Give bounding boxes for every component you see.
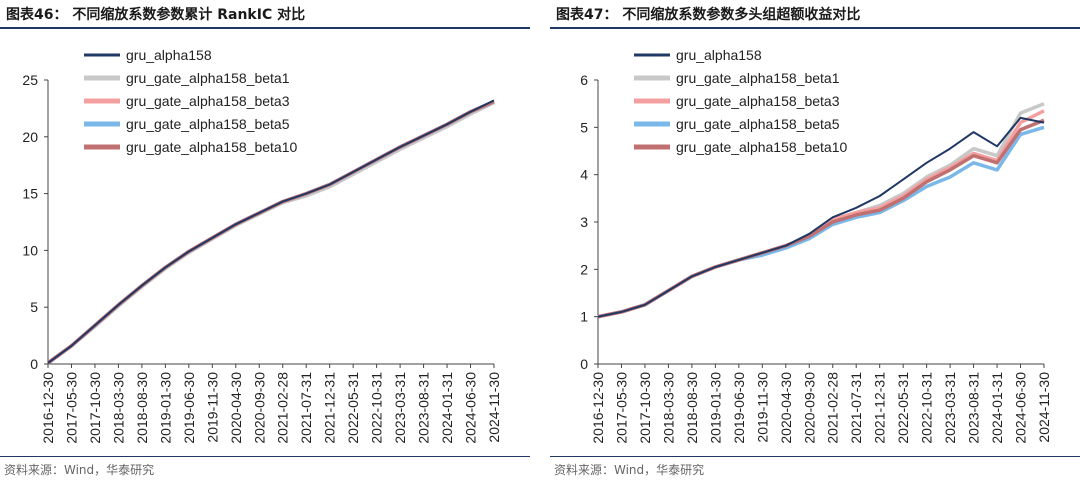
x-tick-label: 2021-02-28	[275, 372, 291, 444]
y-tick-label: 25	[22, 72, 38, 88]
x-tick-label: 2017-05-30	[613, 372, 629, 444]
title-rule	[550, 27, 1080, 29]
x-tick-label: 2018-08-30	[134, 372, 150, 444]
series-line-gru_alpha158	[47, 99, 495, 364]
x-tick-label: 2021-12-31	[872, 372, 888, 444]
x-tick-label: 2021-12-31	[322, 372, 338, 444]
x-tick-label: 2019-01-30	[707, 372, 723, 444]
x-tick-label: 2024-11-30	[1036, 372, 1052, 443]
legend-label: gru_alpha158	[126, 47, 212, 63]
y-tick-label: 2	[580, 261, 588, 277]
x-tick-label: 2017-10-30	[87, 372, 103, 444]
y-tick-label: 1	[580, 309, 588, 325]
x-tick-label: 2019-06-30	[731, 372, 747, 444]
legend-label: gru_gate_alpha158_beta5	[676, 116, 840, 132]
legend-label: gru_alpha158	[676, 47, 762, 63]
x-tick-label: 2023-03-31	[392, 372, 408, 444]
x-tick-label: 2019-01-30	[157, 372, 173, 444]
source-note: 资料来源：Wind，华泰研究	[554, 463, 705, 477]
x-tick-label: 2018-08-30	[684, 372, 700, 444]
y-tick-label: 20	[22, 129, 38, 145]
legend-label: gru_gate_alpha158_beta1	[676, 70, 840, 86]
chart-title: 图表46： 不同缩放系数参数累计 RankIC 对比	[6, 7, 306, 23]
x-tick-label: 2020-04-30	[228, 372, 244, 444]
source-note: 资料来源：Wind，华泰研究	[4, 463, 155, 477]
rankic-chart: 0 5 10 15 20 25 2016-12-30 2017-05-30 2017-10-30…	[22, 47, 502, 444]
legend-label: gru_gate_alpha158_beta1	[126, 70, 290, 86]
x-tick-label: 2022-05-31	[895, 372, 911, 444]
x-tick-label: 2021-02-28	[825, 372, 841, 444]
y-tick-label: 0	[580, 356, 588, 372]
legend-label: gru_gate_alpha158_beta10	[676, 139, 847, 155]
x-tick-label: 2020-09-30	[801, 372, 817, 444]
x-tick-label: 2024-06-30	[463, 372, 479, 444]
y-tick-label: 4	[580, 167, 588, 183]
y-tick-label: 5	[580, 119, 588, 135]
x-tick-label: 2017-05-30	[63, 372, 79, 444]
y-tick-label: 0	[30, 356, 38, 372]
title-rule	[0, 27, 530, 29]
x-tick-label: 2018-03-30	[110, 372, 126, 444]
y-tick-label: 6	[580, 72, 588, 88]
x-tick-label: 2020-09-30	[251, 372, 267, 444]
x-tick-label: 2017-10-30	[637, 372, 653, 444]
x-tick-label: 2024-06-30	[1013, 372, 1029, 444]
x-tick-label: 2016-12-30	[40, 372, 56, 444]
chart-title: 图表47： 不同缩放系数参数多头组超额收益对比	[556, 7, 861, 23]
x-tick-label: 2021-07-31	[848, 372, 864, 444]
x-tick-label: 2019-06-30	[181, 372, 197, 444]
x-tick-label: 2020-04-30	[778, 372, 794, 444]
series-line-gru_alpha158	[597, 116, 1045, 318]
x-tick-label: 2024-01-31	[439, 372, 455, 444]
source-rule	[550, 456, 1080, 457]
x-tick-label: 2022-10-31	[369, 372, 385, 444]
chart-panel-excess-return: 图表47： 不同缩放系数参数多头组超额收益对比 0 1 2 3 4 5 6 2016-12-3…	[550, 0, 1080, 482]
x-tick-label: 2021-07-31	[298, 372, 314, 444]
chart-panel-rankic: 图表46： 不同缩放系数参数累计 RankIC 对比 0 5 10 15 20 25 201…	[0, 0, 530, 482]
x-tick-label: 2022-10-31	[919, 372, 935, 444]
x-tick-label: 2024-11-30	[486, 372, 502, 443]
legend-label: gru_gate_alpha158_beta3	[676, 93, 840, 109]
legend-label: gru_gate_alpha158_beta10	[126, 139, 297, 155]
y-tick-label: 15	[22, 186, 38, 202]
x-tick-label: 2024-01-31	[989, 372, 1005, 444]
x-tick-label: 2023-03-31	[942, 372, 958, 444]
excess-return-chart: 0 1 2 3 4 5 6 2016-12-30 2017-05-30 2017-10-30 201…	[580, 47, 1052, 444]
y-tick-label: 10	[22, 242, 38, 258]
x-tick-label: 2019-11-30	[204, 372, 220, 443]
legend-label: gru_gate_alpha158_beta3	[126, 93, 290, 109]
y-tick-label: 5	[30, 299, 38, 315]
x-tick-label: 2018-03-30	[660, 372, 676, 444]
x-tick-label: 2023-08-31	[416, 372, 432, 444]
series-line-gru_gate_alpha158_beta1	[597, 102, 1045, 319]
legend-label: gru_gate_alpha158_beta5	[126, 116, 290, 132]
x-tick-label: 2023-08-31	[966, 372, 982, 444]
x-tick-label: 2016-12-30	[590, 372, 606, 444]
x-tick-label: 2022-05-31	[345, 372, 361, 444]
x-tick-label: 2019-11-30	[754, 372, 770, 443]
source-rule	[0, 456, 530, 457]
y-tick-label: 3	[580, 214, 588, 230]
